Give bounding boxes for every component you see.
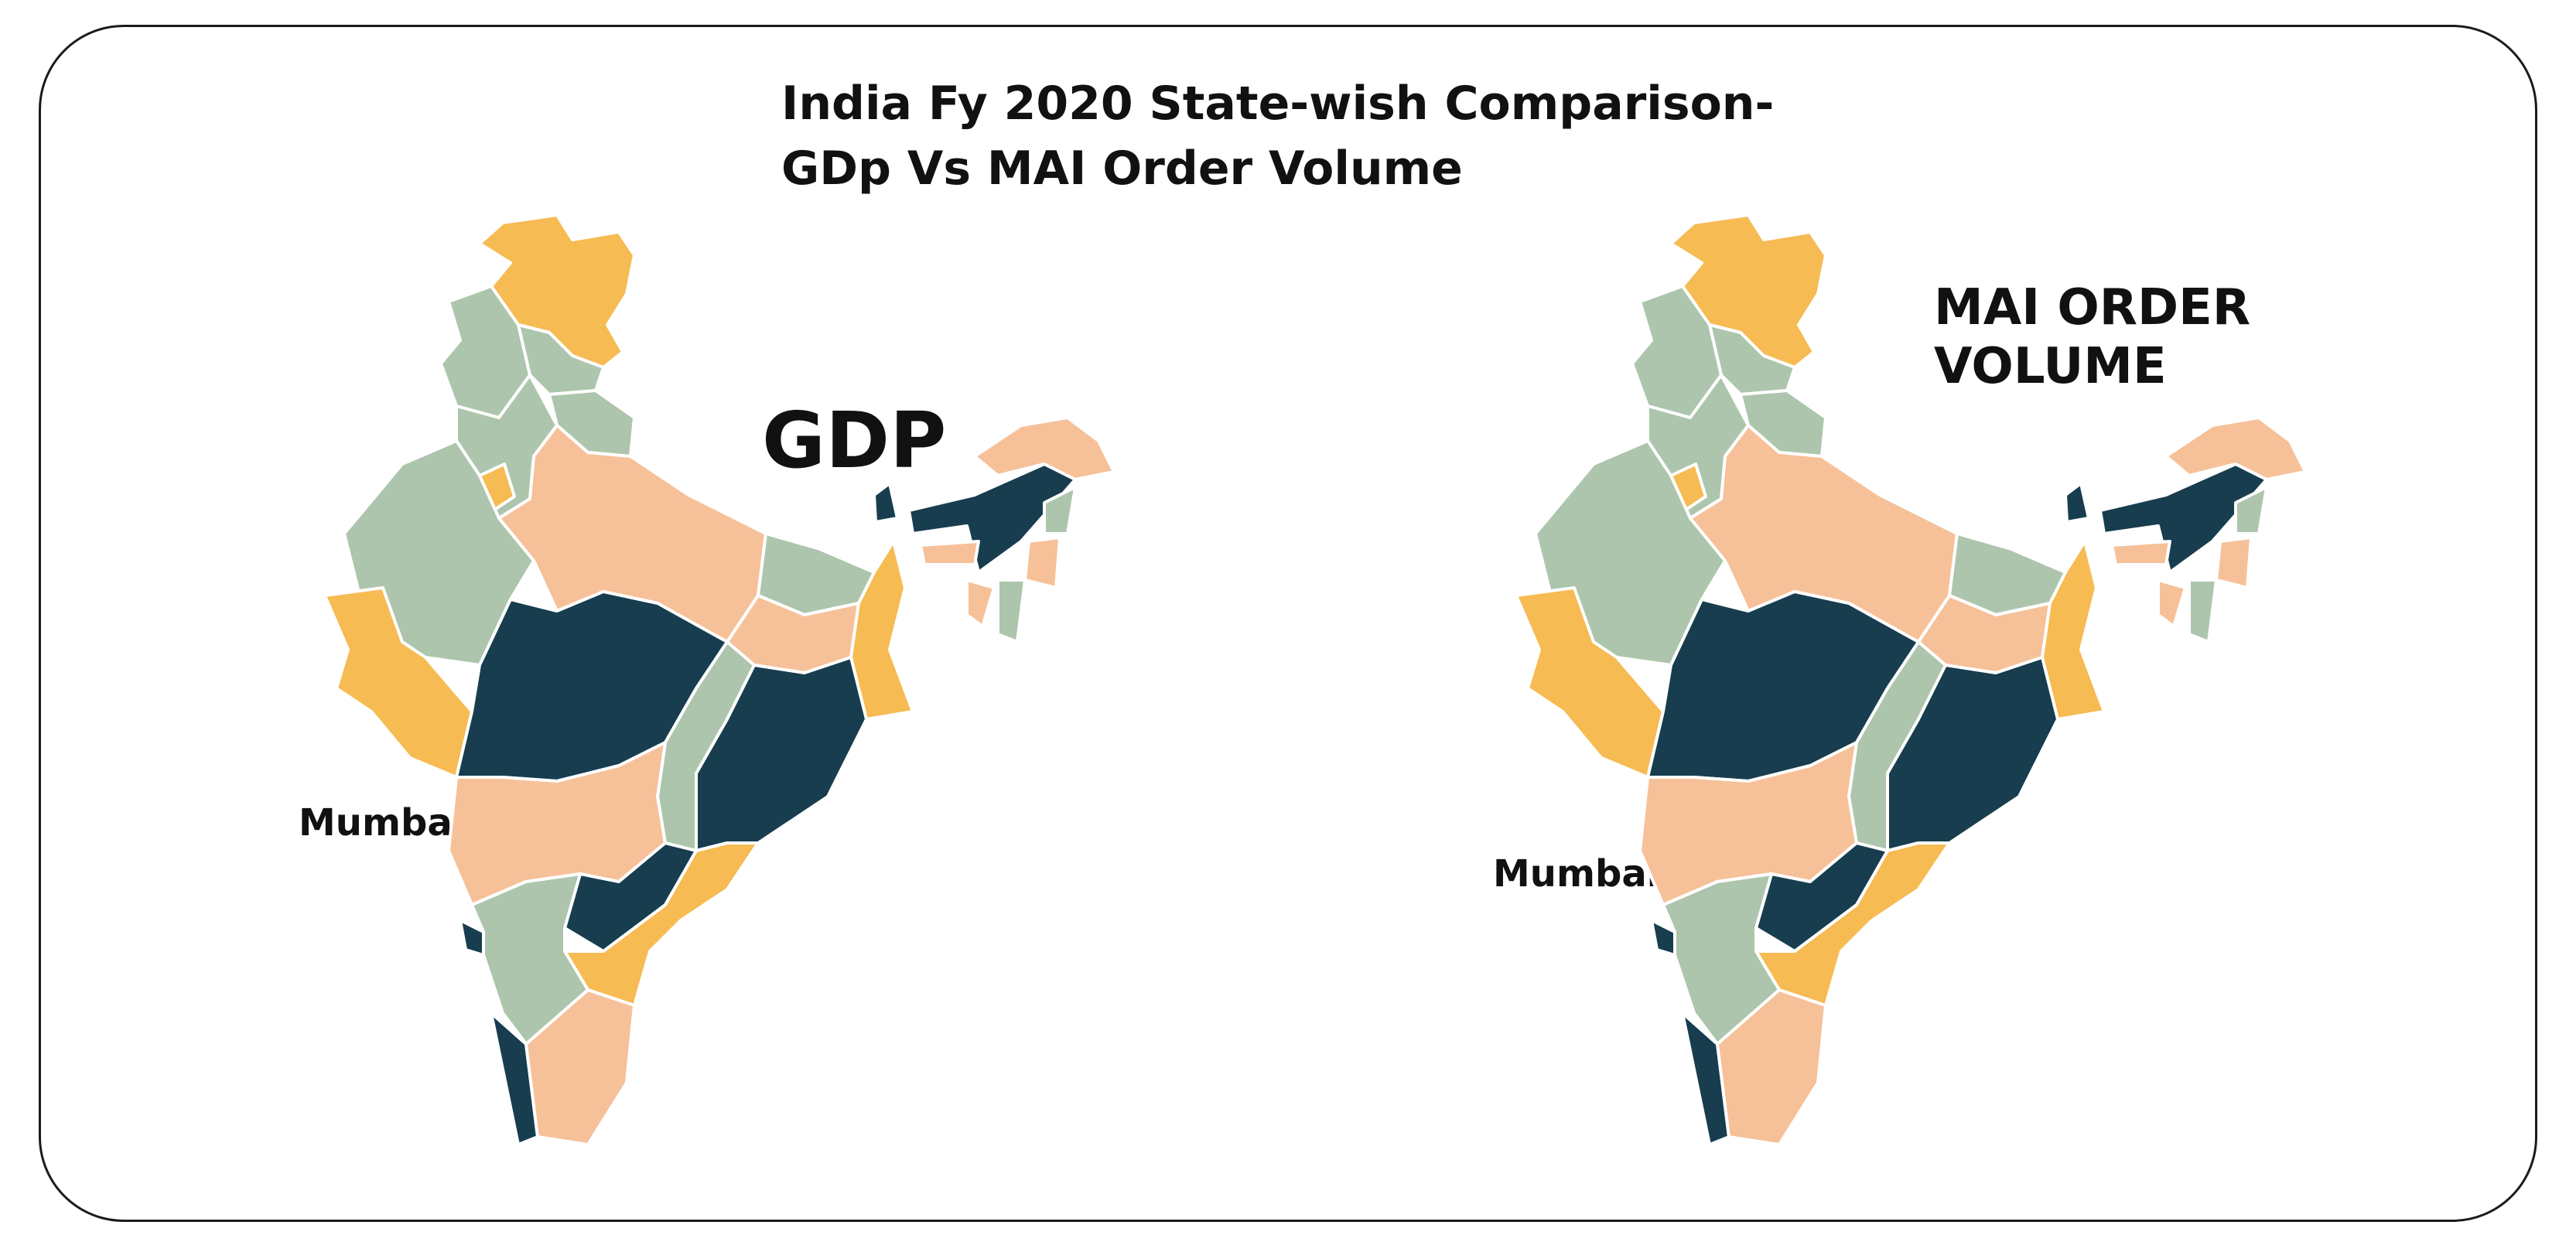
state-manipur — [1023, 536, 1061, 589]
state-meghalaya — [2110, 540, 2171, 566]
state-nagaland — [2234, 486, 2268, 535]
state-andhra-pradesh — [1754, 841, 1951, 1007]
state-assam — [2099, 462, 2268, 574]
state-nagaland — [1043, 486, 1077, 535]
title-line-2: GDp Vs MAI Order Volume — [781, 142, 1463, 196]
state-sikkim — [2064, 482, 2090, 524]
state-jammu-kashmir — [1669, 213, 1827, 369]
india-map-gdp — [323, 213, 1115, 1146]
state-meghalaya — [919, 540, 980, 566]
gdp-map-heading: GDP — [762, 395, 947, 486]
state-odisha — [1886, 656, 2059, 852]
mai-heading-line-1: MAI ORDER — [1934, 279, 2251, 336]
state-arunachal-pradesh — [2164, 416, 2307, 481]
state-odisha — [695, 656, 868, 852]
title-line-1: India Fy 2020 State-wish Comparison- — [781, 77, 1775, 131]
page-title: India Fy 2020 State-wish Comparison- GDp… — [781, 71, 1774, 201]
state-mizoram — [996, 578, 1027, 643]
state-jammu-kashmir — [478, 213, 636, 369]
mumbai-label-mai: Mumbai — [1493, 852, 1660, 896]
state-andhra-pradesh — [563, 841, 760, 1007]
state-tripura — [965, 578, 996, 628]
mai-map-heading: MAI ORDER VOLUME — [1934, 278, 2250, 396]
state-arunachal-pradesh — [973, 416, 1115, 481]
state-tamil-nadu — [1716, 988, 1827, 1146]
state-tripura — [2157, 578, 2187, 628]
state-tamil-nadu — [524, 988, 636, 1146]
mai-heading-line-2: VOLUME — [1934, 338, 2167, 395]
mumbai-label-gdp: Mumbai — [299, 801, 466, 845]
state-assam — [907, 462, 1077, 574]
state-manipur — [2215, 536, 2253, 589]
state-sikkim — [873, 482, 899, 524]
card-border — [39, 25, 2537, 1222]
india-map-mai — [1515, 213, 2307, 1146]
state-mizoram — [2188, 578, 2218, 643]
